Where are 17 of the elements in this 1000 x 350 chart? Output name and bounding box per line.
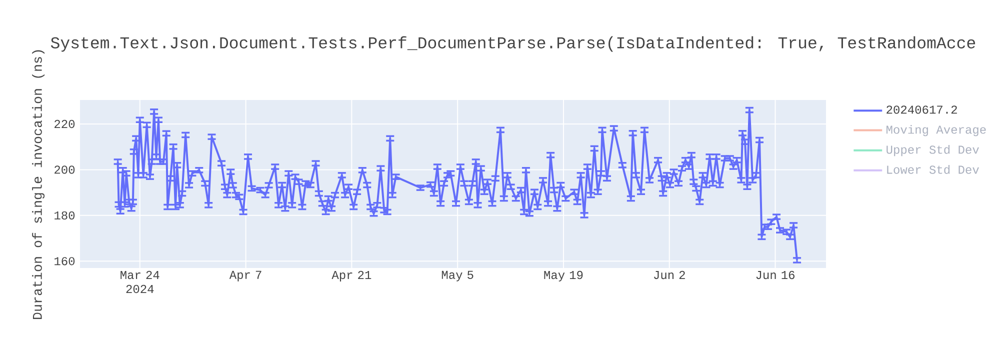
x-tick-label: Apr 21 [332,270,372,282]
chart-title: System.Text.Json.Document.Tests.Perf_DocumentParse.Parse(IsDataIndented: True, TestRandomAcce [50,36,976,52]
x-tick-label: May 19 [544,270,583,282]
x-tick-label: May 5 [442,270,474,282]
legend-label: Upper Std Dev [886,144,979,156]
y-tick-label: 180 [54,211,75,220]
legend-label: Moving Average [886,124,986,136]
y-tick-label: 160 [54,257,75,266]
legend-label: Lower Std Dev [887,165,979,174]
y-axis-title: Duration of single invocation (ns) [32,50,45,319]
x-tick-label: Mar 24 2024 [120,270,160,294]
x-tick-label: Jun 2 [654,270,685,280]
x-tick-label: Apr 7 [229,270,262,282]
y-tick-label: 220 [54,120,75,128]
y-tick-label: 200 [54,166,75,174]
x-tick-label: Jun 16 [756,270,794,280]
legend-label: 20240617.2 [886,106,957,114]
